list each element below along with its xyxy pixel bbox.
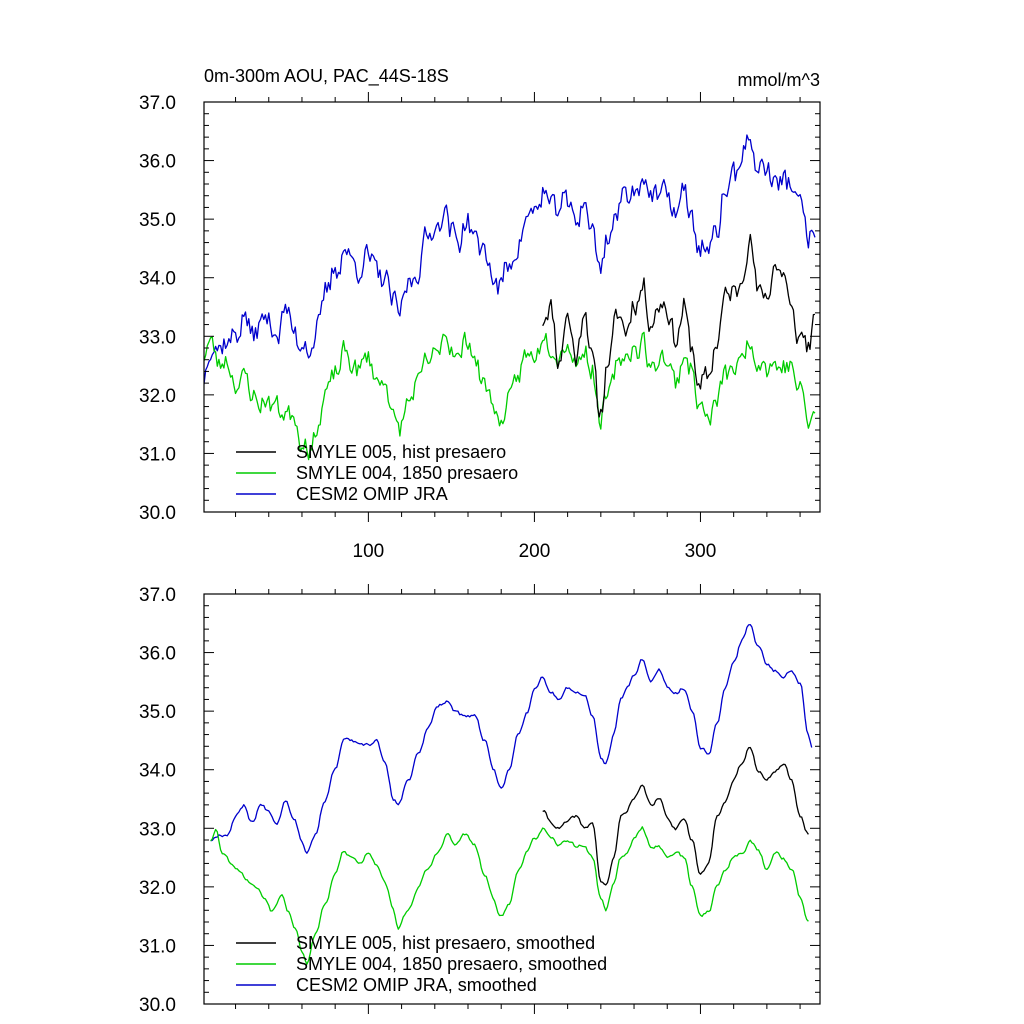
y-tick-label: 36.0 [139,152,176,173]
series-line-smyle-004 [204,331,816,461]
series-line-smyle-005 [542,233,816,418]
y-tick-label: 34.0 [139,269,176,290]
series-line-cesm2-omip-jra [204,134,816,385]
y-tick-label: 37.0 [139,585,176,606]
x-axis: 100 200 300 [235,92,801,562]
y-axis: 30.0 31.0 32.0 33.0 34.0 35.0 36.0 37.0 [139,585,820,1016]
y-tick-label: 33.0 [139,819,176,840]
units-label: mmol/m^3 [738,70,820,90]
y-tick-label: 32.0 [139,386,176,407]
y-tick-label: 37.0 [139,93,176,114]
y-tick-label: 31.0 [139,936,176,957]
y-tick-label: 36.0 [139,644,176,665]
legend: SMYLE 005, hist presaero, smoothedSMYLE … [236,933,607,995]
x-tick-label: 200 [519,541,551,562]
legend-label: CESM2 OMIP JRA [296,484,448,504]
series-group [210,623,813,965]
y-tick-label: 35.0 [139,702,176,723]
y-tick-label: 30.0 [139,503,176,524]
x-tick-label: 100 [353,541,385,562]
y-tick-label: 35.0 [139,210,176,231]
legend-label: CESM2 OMIP JRA, smoothed [296,975,537,995]
series-group [204,134,816,461]
y-tick-label: 34.0 [139,761,176,782]
legend-label: SMYLE 005, hist presaero, smoothed [296,933,595,953]
legend-label: SMYLE 005, hist presaero [296,442,506,462]
y-tick-label: 32.0 [139,878,176,899]
legend-label: SMYLE 004, 1850 presaero, smoothed [296,954,607,974]
plot-frame [203,593,821,1005]
y-tick-label: 33.0 [139,327,176,348]
top-panel: 0m-300m AOU, PAC_44S-18S mmol/m^3 30.0 31.0… [139,66,821,562]
legend-label: SMYLE 004, 1850 presaero [296,463,518,483]
y-tick-label: 31.0 [139,444,176,465]
series-line-cesm2-omip-jra [210,623,813,854]
plot-frame [203,101,821,513]
y-axis: 30.0 31.0 32.0 33.0 34.0 35.0 36.0 37.0 [139,93,820,524]
chart-title: 0m-300m AOU, PAC_44S-18S [204,66,449,87]
y-tick-label: 30.0 [139,995,176,1016]
series-line-smyle-004 [210,826,809,965]
series-line-smyle-005 [542,746,809,886]
bottom-panel: 30.0 31.0 32.0 33.0 34.0 35.0 36.0 37.0 SMYLE 00… [139,584,821,1016]
x-tick-label: 300 [685,541,717,562]
x-axis [235,584,801,1014]
